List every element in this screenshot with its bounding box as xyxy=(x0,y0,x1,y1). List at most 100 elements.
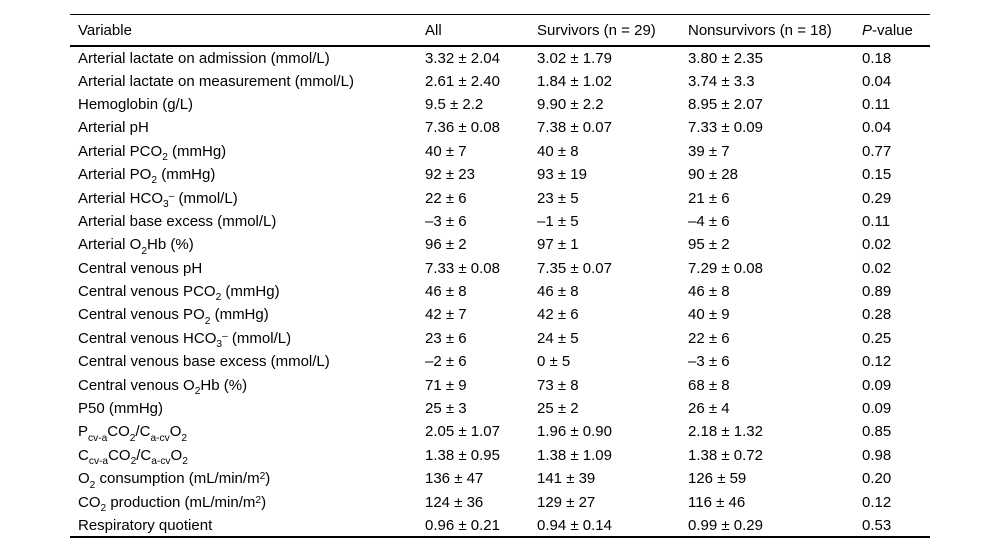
all-cell: 124 ± 36 xyxy=(425,493,484,511)
all-cell: 2.05 ± 1.07 xyxy=(425,423,500,441)
p-value-cell: 0.09 xyxy=(862,376,892,394)
table-row: P50 (mmHg) 25 ± 3 25 ± 2 26 ± 4 0.09 xyxy=(70,397,930,420)
column-header-survivors: Survivors (n = 29) xyxy=(537,14,688,47)
table-row: CO2 production (mL/min/m2) 124 ± 36 129 ± … xyxy=(70,490,930,514)
table-header: Variable All Survivors (n = 29) Nonsurvivor… xyxy=(70,14,930,47)
nonsurvivors-cell: –3 ± 6 xyxy=(688,353,730,371)
survivors-cell: 129 ± 27 xyxy=(537,493,596,511)
all-cell: 9.5 ± 2.2 xyxy=(425,95,484,113)
table-row: Central venous PO2 (mmHg) 42 ± 7 42 ± 6 40 … xyxy=(70,303,930,326)
table-row: Pcv-aCO2/Ca-cvO2 2.05 ± 1.07 1.96 ± 0.90 2.… xyxy=(70,420,930,443)
nonsurvivors-cell: 116 ± 46 xyxy=(688,493,746,511)
all-cell: 1.38 ± 0.95 xyxy=(425,446,500,464)
table-row: Central venous pH 7.33 ± 0.08 7.35 ± 0.07 7… xyxy=(70,257,930,280)
survivors-cell: 1.96 ± 0.90 xyxy=(537,423,612,441)
all-cell: 25 ± 3 xyxy=(425,400,467,418)
nonsurvivors-cell: 126 ± 59 xyxy=(688,470,747,488)
survivors-cell: 3.02 ± 1.79 xyxy=(537,49,612,67)
all-cell: 23 ± 6 xyxy=(425,329,467,347)
survivors-cell: 1.84 ± 1.02 xyxy=(537,72,612,90)
nonsurvivors-cell: 95 ± 2 xyxy=(688,236,730,254)
all-cell: 92 ± 23 xyxy=(425,166,475,184)
all-cell: 3.32 ± 2.04 xyxy=(425,49,500,67)
nonsurvivors-cell: 22 ± 6 xyxy=(688,329,730,347)
p-value-cell: 0.25 xyxy=(862,329,892,347)
p-value-cell: 0.20 xyxy=(862,470,892,488)
table-row: Hemoglobin (g/L) 9.5 ± 2.2 9.90 ± 2.2 8.95 … xyxy=(70,93,930,116)
variable-cell: Respiratory quotient xyxy=(70,513,425,539)
all-cell: –3 ± 6 xyxy=(425,212,467,230)
table-row: Arterial O2Hb (%) 96 ± 2 97 ± 1 95 ± 2 0.02 xyxy=(70,233,930,256)
nonsurvivors-cell: 46 ± 8 xyxy=(688,283,730,301)
p-value-cell: 0.02 xyxy=(862,236,892,254)
table-row: Ccv-aCO2/Ca-cvO2 1.38 ± 0.95 1.38 ± 1.09 1.… xyxy=(70,444,930,467)
all-cell: 7.36 ± 0.08 xyxy=(425,119,500,137)
survivors-cell: 93 ± 19 xyxy=(537,166,587,184)
survivors-cell: 0 ± 5 xyxy=(537,353,571,371)
p-value-cell: 0.85 xyxy=(862,423,892,441)
survivors-cell: 1.38 ± 1.09 xyxy=(537,446,612,464)
column-header-nonsurvivors: Nonsurvivors (n = 18) xyxy=(688,14,862,47)
variable-cell: Pcv-aCO2/Ca-cvO2 xyxy=(78,423,188,444)
p-value-cell: 0.77 xyxy=(862,142,892,160)
p-value-cell: 0.02 xyxy=(862,259,892,277)
survivors-cell: 42 ± 6 xyxy=(537,306,579,324)
table-row: Arterial PCO2 (mmHg) 40 ± 7 40 ± 8 39 ± 7 0.… xyxy=(70,140,930,163)
header-row: Variable All Survivors (n = 29) Nonsurvivor… xyxy=(70,14,930,47)
table-row: O2 consumption (mL/min/m2) 136 ± 47 141 ± … xyxy=(70,467,930,490)
table-row: Arterial pH 7.36 ± 0.08 7.38 ± 0.07 7.33 ± … xyxy=(70,116,930,139)
p-value-cell: 0.12 xyxy=(862,353,892,371)
table-row: Central venous HCO3– (mmol/L) 23 ± 6 24 ± … xyxy=(70,327,930,350)
p-value-cell: 0.11 xyxy=(862,95,891,113)
nonsurvivors-cell: 3.74 ± 3.3 xyxy=(688,72,755,90)
column-header-variable: Variable xyxy=(70,14,425,47)
variable-cell: Central venous PO2 (mmHg) xyxy=(78,306,269,327)
table-row: Respiratory quotient 0.96 ± 0.21 0.94 ± 0.… xyxy=(70,513,930,539)
results-table-container: Variable All Survivors (n = 29) Nonsurvivor… xyxy=(70,14,930,539)
all-cell: 0.96 ± 0.21 xyxy=(425,513,537,539)
table-row: Central venous PCO2 (mmHg) 46 ± 8 46 ± 8 46… xyxy=(70,280,930,303)
survivors-cell: 97 ± 1 xyxy=(537,236,579,254)
p-value-cell: 0.98 xyxy=(862,446,892,464)
survivors-cell: 141 ± 39 xyxy=(537,470,596,488)
variable-cell: Arterial base excess (mmol/L) xyxy=(78,212,277,230)
all-cell: 96 ± 2 xyxy=(425,236,467,254)
nonsurvivors-cell: 7.33 ± 0.09 xyxy=(688,119,763,137)
variable-cell: P50 (mmHg) xyxy=(78,400,164,418)
table-row: Arterial base excess (mmol/L) –3 ± 6 –1 ± … xyxy=(70,210,930,233)
nonsurvivors-cell: 2.18 ± 1.32 xyxy=(688,423,763,441)
nonsurvivors-cell: 7.29 ± 0.08 xyxy=(688,259,763,277)
all-cell: 40 ± 7 xyxy=(425,142,467,160)
survivors-cell: 7.35 ± 0.07 xyxy=(537,259,612,277)
variable-cell: Central venous pH xyxy=(78,259,203,277)
p-value-cell: 0.89 xyxy=(862,283,892,301)
all-cell: 136 ± 47 xyxy=(425,470,484,488)
variable-cell: Arterial PO2 (mmHg) xyxy=(78,166,216,187)
nonsurvivors-cell: 26 ± 4 xyxy=(688,400,730,418)
variable-cell: Central venous PCO2 (mmHg) xyxy=(78,283,280,304)
p-value-cell: 0.28 xyxy=(862,306,892,324)
table-row: Central venous base excess (mmol/L) –2 ± … xyxy=(70,350,930,373)
p-value-cell: 0.04 xyxy=(862,119,892,137)
nonsurvivors-cell: 0.99 ± 0.29 xyxy=(688,513,862,539)
survivors-cell: 46 ± 8 xyxy=(537,283,579,301)
table-row: Central venous O2Hb (%) 71 ± 9 73 ± 8 68 ± … xyxy=(70,373,930,397)
all-cell: 42 ± 7 xyxy=(425,306,467,324)
survivors-cell: 24 ± 5 xyxy=(537,329,579,347)
nonsurvivors-cell: 1.38 ± 0.72 xyxy=(688,446,763,464)
survivors-cell: 25 ± 2 xyxy=(537,400,579,418)
survivors-cell: –1 ± 5 xyxy=(537,212,579,230)
variable-cell: O2 consumption (mL/min/m2) xyxy=(78,470,271,491)
variable-cell: Central venous HCO3– (mmol/L) xyxy=(78,329,292,351)
nonsurvivors-cell: 68 ± 8 xyxy=(688,376,730,394)
column-header-all: All xyxy=(425,14,537,47)
variable-cell: Central venous O2Hb (%) xyxy=(78,376,248,397)
p-value-cell: 0.29 xyxy=(862,189,892,207)
all-cell: 7.33 ± 0.08 xyxy=(425,259,500,277)
nonsurvivors-cell: 40 ± 9 xyxy=(688,306,730,324)
nonsurvivors-cell: 3.80 ± 2.35 xyxy=(688,49,763,67)
survivors-cell: 23 ± 5 xyxy=(537,189,579,207)
p-value-cell: 0.18 xyxy=(862,49,892,67)
p-value-cell: 0.12 xyxy=(862,493,892,511)
variable-cell: Hemoglobin (g/L) xyxy=(78,95,194,113)
